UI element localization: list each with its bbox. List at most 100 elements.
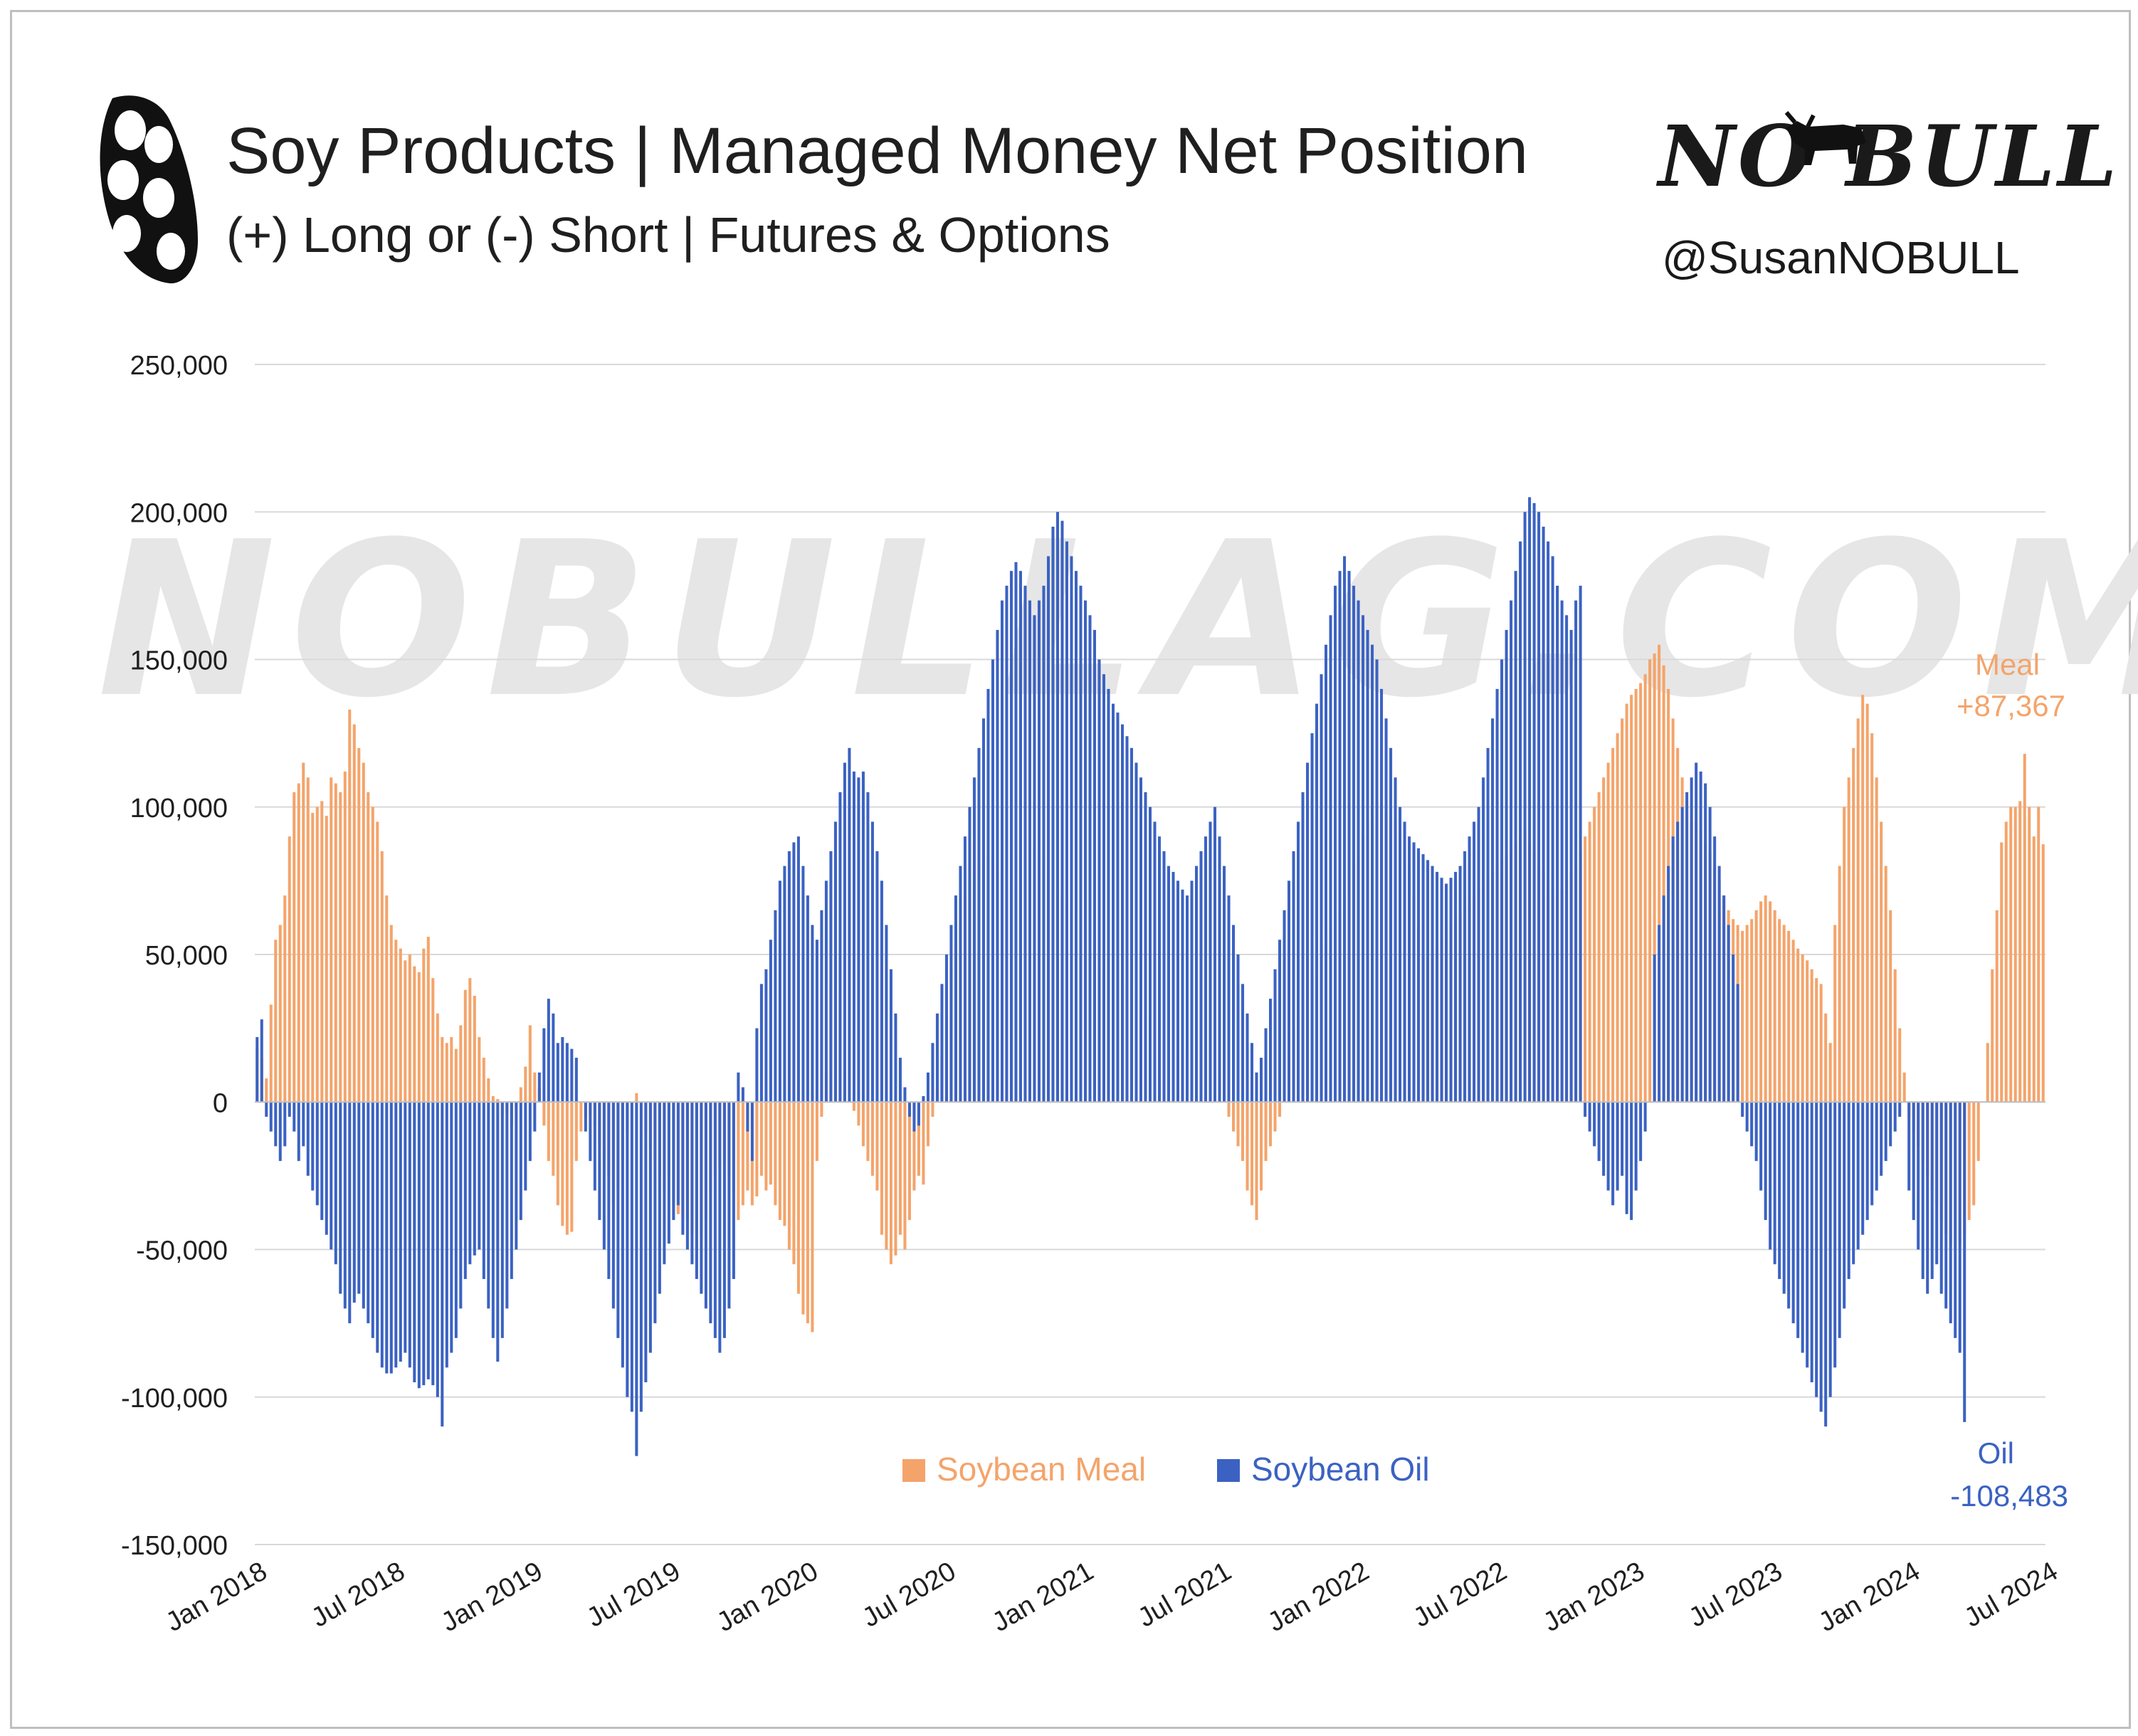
oil-bar <box>1477 806 1480 1103</box>
oil-bar <box>325 1102 328 1235</box>
oil-bar <box>1139 777 1143 1103</box>
oil-bar <box>1000 600 1004 1103</box>
meal-bar <box>463 989 467 1103</box>
oil-annotation-name: Oil <box>1978 1436 2014 1470</box>
meal-bar <box>579 1102 583 1132</box>
oil-bar <box>774 910 777 1103</box>
oil-bar <box>940 984 944 1103</box>
oil-bar <box>1560 600 1564 1103</box>
oil-bar <box>1232 925 1236 1103</box>
oil-bar <box>1884 1102 1887 1162</box>
meal-bar <box>367 792 370 1103</box>
meal-bar <box>737 1102 740 1221</box>
oil-bar <box>801 866 805 1103</box>
meal-bar <box>1643 674 1647 1103</box>
oil-bar <box>1801 1102 1804 1353</box>
oil-bar <box>524 1102 527 1191</box>
oil-bar <box>413 1102 416 1383</box>
meal-bar <box>565 1102 569 1235</box>
oil-bar <box>1153 821 1157 1103</box>
oil-bar <box>1102 674 1105 1103</box>
oil-bar <box>1861 1102 1865 1235</box>
oil-bar <box>648 1102 652 1353</box>
oil-bar <box>968 806 971 1103</box>
oil-bar <box>1574 600 1578 1103</box>
meal-bar <box>1870 733 1874 1103</box>
meal-bar <box>1611 747 1615 1103</box>
oil-bar <box>1754 1102 1758 1162</box>
oil-bar <box>265 1102 268 1117</box>
oil-bar <box>542 1028 546 1103</box>
meal-bar <box>880 1102 883 1235</box>
meal-bar <box>1791 940 1795 1103</box>
meal-bar <box>487 1078 490 1103</box>
meal-bar <box>1995 910 1999 1103</box>
oil-bar <box>385 1102 389 1374</box>
y-tick-label: 200,000 <box>130 498 228 528</box>
oil-bar <box>1320 674 1323 1103</box>
oil-bar <box>311 1102 315 1191</box>
meal-bar <box>1750 919 1754 1103</box>
meal-bar <box>1255 1102 1258 1221</box>
oil-bar <box>1519 541 1522 1103</box>
meal-bar <box>1584 836 1587 1103</box>
oil-bar <box>783 866 786 1103</box>
oil-bar <box>1875 1102 1878 1191</box>
oil-bar <box>468 1102 472 1265</box>
oil-bar <box>1408 836 1411 1103</box>
oil-bar <box>1815 1102 1818 1397</box>
meal-bar <box>1967 1102 1971 1221</box>
meal-annotation-value: +87,367 <box>1957 689 2065 722</box>
oil-bar <box>1213 806 1217 1103</box>
oil-bar <box>1301 792 1305 1103</box>
meal-bar <box>343 772 347 1103</box>
meal-bar <box>1833 925 1837 1103</box>
oil-bar <box>1255 1072 1258 1103</box>
oil-bar <box>1092 630 1096 1103</box>
meal-bar <box>297 783 300 1103</box>
oil-bar <box>1157 836 1162 1103</box>
meal-bar <box>293 792 296 1103</box>
oil-bar <box>903 1087 907 1103</box>
meal-bar <box>912 1102 916 1191</box>
meal-bar <box>524 1066 527 1103</box>
oil-bar <box>1523 512 1527 1103</box>
meal-bar <box>1824 1013 1828 1103</box>
meal-bar <box>796 1102 800 1294</box>
meal-bar <box>907 1102 911 1221</box>
oil-bar <box>1236 954 1240 1103</box>
meal-bar <box>1662 665 1665 1103</box>
oil-bar <box>293 1102 296 1132</box>
oil-bar <box>857 777 860 1103</box>
oil-bar <box>302 1102 305 1147</box>
oil-bar <box>519 1102 522 1221</box>
oil-bar <box>1417 848 1421 1103</box>
meal-bar <box>283 895 287 1103</box>
meal-bar <box>898 1102 902 1235</box>
oil-bar <box>1796 1102 1800 1338</box>
oil-bar <box>1148 806 1152 1103</box>
oil-bar <box>811 925 814 1103</box>
legend-label-meal: Soybean Meal <box>937 1451 1146 1488</box>
oil-bar <box>352 1102 356 1303</box>
meal-annotation-name: Meal <box>1975 648 2040 681</box>
oil-bar <box>1334 585 1337 1103</box>
meal-bar <box>399 948 402 1103</box>
oil-bar <box>260 1019 263 1103</box>
oil-bar <box>1162 851 1166 1103</box>
oil-bar <box>278 1102 282 1162</box>
oil-bar <box>1426 860 1430 1103</box>
oil-bar <box>1111 703 1115 1103</box>
oil-bar <box>829 851 833 1103</box>
meal-bar <box>1588 821 1591 1103</box>
oil-bar <box>1722 895 1726 1103</box>
oil-bar <box>389 1102 393 1374</box>
oil-bar <box>552 1013 555 1103</box>
oil-bar <box>880 880 883 1103</box>
meal-bar <box>413 966 416 1103</box>
oil-bar <box>334 1102 337 1265</box>
oil-bar <box>1695 762 1698 1103</box>
meal-bar <box>774 1102 777 1206</box>
oil-bar <box>528 1102 532 1162</box>
oil-bar <box>954 895 957 1103</box>
